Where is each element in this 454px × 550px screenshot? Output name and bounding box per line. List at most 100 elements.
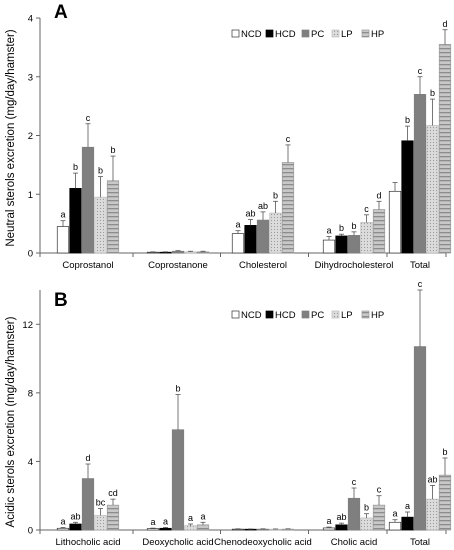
legend-label-pc: PC <box>311 29 324 40</box>
bar-pc <box>81 478 95 531</box>
panel-a-label: A <box>54 2 68 23</box>
bar-pc <box>256 528 270 531</box>
bar-lp <box>184 251 197 254</box>
significance-label: d <box>442 19 447 29</box>
bar-lp <box>360 222 373 254</box>
y-tick-label: 12 <box>22 320 33 331</box>
legend-label-hp: HP <box>371 310 384 321</box>
significance-label: b <box>339 223 344 233</box>
legend-swatch-hp <box>361 29 370 38</box>
significance-label: d <box>376 190 381 200</box>
bar-pc <box>171 250 185 254</box>
bar-ncd <box>231 233 245 254</box>
significance-label: b <box>98 166 103 176</box>
category-label: Lithocholic acid <box>56 537 121 548</box>
category-label: Coprostanol <box>62 260 113 271</box>
bar-hcd <box>244 225 257 254</box>
legend-label-pc: PC <box>311 310 324 321</box>
significance-label: ab <box>245 209 255 219</box>
bar-lp <box>94 196 107 254</box>
significance-label: b <box>175 384 180 394</box>
bar-hcd <box>159 527 172 531</box>
bar-pc <box>256 219 270 254</box>
significance-label: ab <box>336 512 346 522</box>
bar-hcd <box>69 523 82 531</box>
bar-hcd <box>335 524 348 531</box>
legend-label-ncd: NCD <box>241 310 262 321</box>
category-label: Chenodeoxycholic acid <box>214 537 312 548</box>
bar-hcd <box>401 516 414 531</box>
bar-ncd <box>56 527 70 531</box>
bar-hp <box>196 251 210 254</box>
significance-label: c <box>286 134 291 144</box>
significance-label: a <box>326 516 331 526</box>
bar-hp <box>438 44 452 254</box>
bar-lp <box>184 525 197 531</box>
bar-ncd <box>146 528 160 531</box>
category-label: Dihydrocholesterol <box>315 260 394 271</box>
bar-ncd <box>56 226 70 254</box>
legend-label-ncd: NCD <box>241 29 262 40</box>
bar-hp <box>106 504 120 531</box>
legend: NCD HCD PC LP HP <box>231 310 384 321</box>
significance-label: b <box>405 115 410 125</box>
significance-label: c <box>418 66 423 76</box>
bar-hp <box>196 524 210 531</box>
bar-ncd <box>231 528 245 531</box>
significance-label: b <box>73 162 78 172</box>
bar-ncd <box>322 527 336 531</box>
significance-label: a <box>60 516 65 526</box>
y-tick-label: 1 <box>28 190 33 201</box>
bar-hp <box>281 162 295 254</box>
panel-a-y-axis-title: Neutral sterols excretion (mg/day/hamste… <box>5 29 17 246</box>
significance-label: a <box>188 513 193 523</box>
significance-label: b <box>273 190 278 200</box>
bar-hp <box>281 528 295 531</box>
bar-lp <box>269 212 282 254</box>
significance-label: bc <box>96 498 106 508</box>
legend-swatch-lp <box>331 29 340 38</box>
bar-pc <box>171 429 185 531</box>
significance-label: b <box>442 447 447 457</box>
bar-pc <box>413 94 427 254</box>
significance-label: a <box>60 210 65 220</box>
bar-hcd <box>401 140 414 254</box>
category-label: Total <box>410 260 430 271</box>
legend-swatch-lp <box>331 310 340 319</box>
y-tick-label: 2 <box>28 131 33 142</box>
bar-pc <box>413 346 427 531</box>
significance-label: b <box>364 503 369 513</box>
bar-lp <box>426 125 439 254</box>
panel-b-label: B <box>54 290 68 311</box>
bar-ncd <box>388 190 402 254</box>
significance-label: ab <box>70 511 80 521</box>
panel-b-plot-area: 0 4 8 12 Lithocholic acid Deoxycholic acid Che… <box>22 279 452 548</box>
category-label: Deoxycholic acid <box>142 537 213 548</box>
significance-label: c <box>352 477 357 487</box>
bar-ncd <box>322 239 336 254</box>
bar-lp <box>94 515 107 531</box>
bar-hcd <box>69 188 82 254</box>
significance-label: a <box>405 501 410 511</box>
significance-label: c <box>418 279 423 289</box>
legend-swatch-ncd <box>231 310 240 319</box>
significance-label: a <box>150 517 155 527</box>
y-tick-label: 4 <box>28 457 33 468</box>
category-label: Cholesterol <box>239 260 287 271</box>
legend-label-lp: LP <box>341 29 353 40</box>
significance-label: a <box>163 516 168 526</box>
bar-pc <box>347 497 361 531</box>
significance-label: c <box>377 485 382 495</box>
bar-lp <box>360 517 373 531</box>
bar-hp <box>438 474 452 531</box>
significance-label: ab <box>258 201 268 211</box>
significance-label: a <box>326 226 331 236</box>
legend-label-hcd: HCD <box>275 310 296 321</box>
y-tick-label: 0 <box>28 249 33 260</box>
legend-swatch-pc <box>301 29 310 38</box>
panel-b-y-axis-title: Acidic sterols excretion (mg/day/hamster… <box>5 316 17 527</box>
bar-hp <box>372 504 386 531</box>
significance-label: a <box>200 511 205 521</box>
legend: NCD HCD PC LP HP <box>231 29 384 40</box>
bar-hcd <box>335 235 348 254</box>
